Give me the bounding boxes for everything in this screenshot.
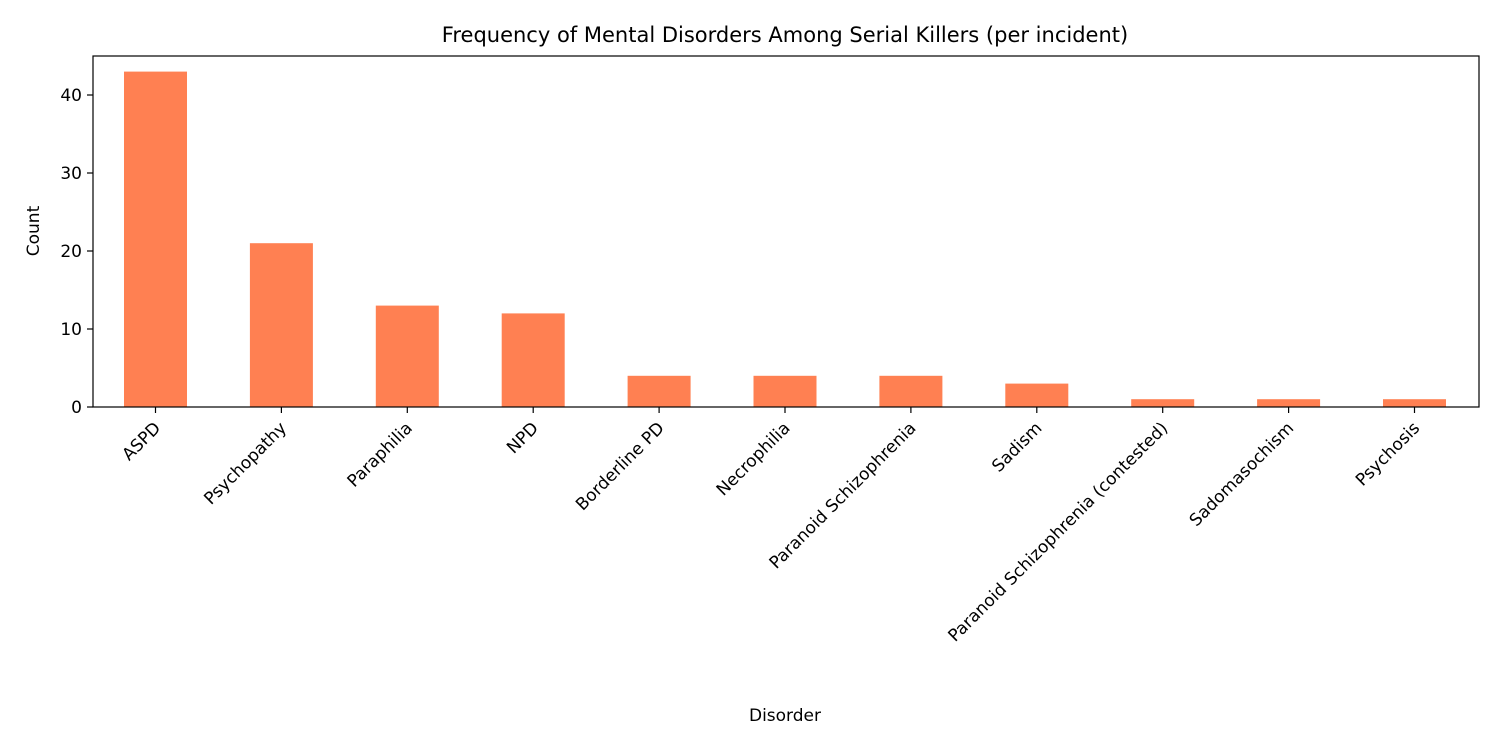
y-tick-label-0: 0	[71, 398, 82, 418]
x-tick-label-9: Sadomasochism	[1186, 418, 1298, 530]
bar-4	[627, 375, 691, 407]
plot-frame	[92, 55, 1480, 408]
x-axis: ASPD Psychopathy Paraphilia NPD Borderline P…	[119, 407, 1424, 646]
y-tick-label-3: 30	[60, 164, 82, 184]
bar-0	[124, 71, 187, 407]
bar-3	[501, 313, 565, 407]
bar-1	[249, 243, 313, 407]
x-axis-label: Disorder	[749, 706, 821, 726]
y-tick-label-1: 10	[60, 320, 82, 340]
bar-5	[753, 375, 817, 407]
bar-8	[1131, 399, 1195, 407]
x-tick-label-1: Psychopathy	[200, 418, 291, 509]
x-tick-label-6: Paranoid Schizophrenia	[766, 418, 921, 573]
y-axis: 0 10 20 30 40	[60, 86, 93, 418]
y-axis-label: Count	[24, 205, 44, 256]
bar-10	[1383, 399, 1446, 407]
bar-2	[375, 305, 439, 407]
x-tick-label-0: ASPD	[119, 418, 166, 465]
x-tick-label-7: Sadism	[988, 418, 1046, 476]
chart-title: Frequency of Mental Disorders Among Seri…	[442, 23, 1128, 47]
x-tick-label-5: Necrophilia	[713, 418, 795, 500]
x-tick-label-3: NPD	[503, 418, 543, 458]
x-tick-label-10: Psychosis	[1352, 418, 1424, 490]
bars-group	[124, 71, 1446, 407]
y-tick-label-4: 40	[60, 86, 82, 106]
x-tick-label-4: Borderline PD	[572, 418, 668, 514]
bar-7	[1005, 383, 1069, 407]
x-tick-label-8: Paranoid Schizophrenia (contested)	[945, 418, 1173, 646]
x-tick-label-2: Paraphilia	[344, 418, 417, 491]
y-tick-label-2: 20	[60, 242, 82, 262]
bar-6	[879, 375, 943, 407]
bar-9	[1257, 399, 1321, 407]
